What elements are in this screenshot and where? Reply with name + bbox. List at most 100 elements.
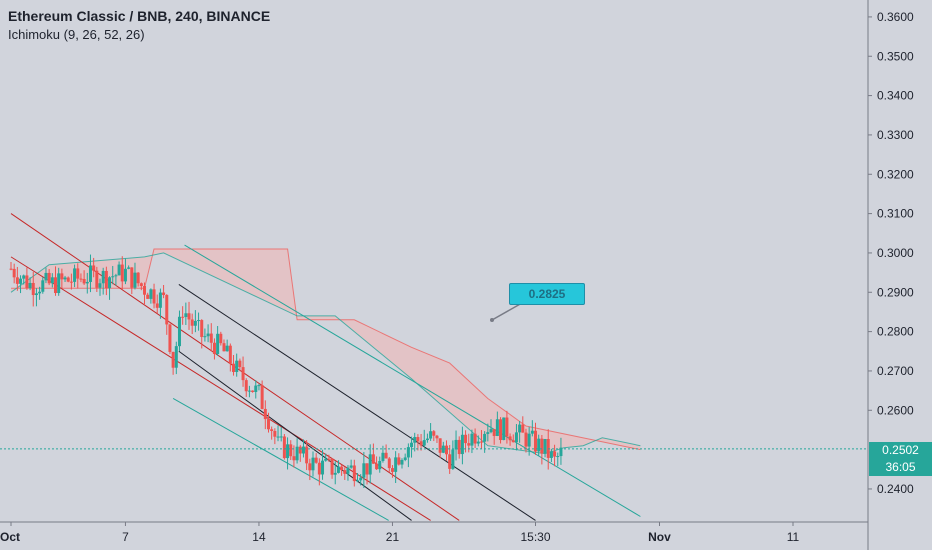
candle[interactable] bbox=[349, 465, 353, 468]
candle[interactable] bbox=[101, 270, 105, 284]
candle[interactable] bbox=[139, 283, 143, 286]
candle[interactable] bbox=[406, 447, 410, 458]
candle[interactable] bbox=[244, 380, 248, 392]
candle[interactable] bbox=[31, 282, 35, 296]
channel-0-upper[interactable] bbox=[10, 213, 460, 521]
candle[interactable] bbox=[429, 431, 433, 439]
candle[interactable] bbox=[540, 438, 544, 454]
candle[interactable] bbox=[502, 417, 506, 441]
candle[interactable] bbox=[82, 279, 86, 284]
candle[interactable] bbox=[190, 319, 194, 326]
candle[interactable] bbox=[298, 446, 302, 454]
candle[interactable] bbox=[212, 342, 216, 354]
candle[interactable] bbox=[108, 277, 112, 289]
candle[interactable] bbox=[333, 472, 337, 475]
candle[interactable] bbox=[422, 440, 426, 446]
candle[interactable] bbox=[241, 367, 245, 381]
channel-1-lower[interactable] bbox=[178, 350, 412, 521]
candle[interactable] bbox=[308, 463, 312, 471]
candle[interactable] bbox=[50, 277, 54, 284]
candle[interactable] bbox=[266, 419, 270, 430]
candle[interactable] bbox=[88, 265, 92, 282]
candle[interactable] bbox=[9, 268, 13, 270]
candle[interactable] bbox=[505, 417, 509, 437]
candle[interactable] bbox=[149, 289, 153, 299]
candle[interactable] bbox=[276, 436, 280, 438]
candle[interactable] bbox=[28, 282, 32, 289]
candle[interactable] bbox=[524, 432, 528, 447]
candle[interactable] bbox=[193, 320, 197, 326]
candle[interactable] bbox=[381, 452, 385, 461]
candle[interactable] bbox=[152, 289, 156, 304]
candle[interactable] bbox=[346, 467, 350, 474]
candle[interactable] bbox=[120, 264, 124, 282]
candle[interactable] bbox=[104, 270, 108, 289]
candle[interactable] bbox=[286, 444, 290, 459]
candle[interactable] bbox=[19, 278, 23, 284]
candle[interactable] bbox=[95, 270, 99, 288]
candle[interactable] bbox=[127, 267, 131, 269]
candle[interactable] bbox=[47, 272, 51, 284]
candle[interactable] bbox=[279, 436, 283, 438]
candle[interactable] bbox=[327, 458, 331, 460]
candle[interactable] bbox=[200, 320, 204, 337]
candle[interactable] bbox=[489, 429, 493, 433]
candle[interactable] bbox=[343, 470, 347, 474]
candle[interactable] bbox=[527, 433, 531, 447]
candle[interactable] bbox=[130, 267, 134, 288]
candle[interactable] bbox=[98, 283, 102, 288]
candle[interactable] bbox=[479, 441, 483, 443]
candle[interactable] bbox=[384, 452, 388, 459]
candle[interactable] bbox=[419, 441, 423, 446]
price-callout[interactable]: 0.2825 bbox=[509, 283, 585, 305]
candle[interactable] bbox=[15, 277, 19, 284]
candle[interactable] bbox=[60, 273, 64, 280]
candle[interactable] bbox=[355, 480, 359, 482]
candle[interactable] bbox=[41, 280, 45, 292]
candle[interactable] bbox=[206, 333, 210, 337]
candle[interactable] bbox=[451, 449, 455, 469]
candle[interactable] bbox=[352, 465, 356, 482]
candle[interactable] bbox=[155, 303, 159, 308]
candle[interactable] bbox=[282, 436, 286, 459]
candle[interactable] bbox=[483, 433, 487, 442]
channel-2-upper[interactable] bbox=[184, 244, 641, 517]
candle[interactable] bbox=[111, 276, 115, 278]
candle[interactable] bbox=[57, 273, 61, 294]
candle[interactable] bbox=[467, 443, 471, 446]
candle[interactable] bbox=[273, 430, 277, 437]
candle[interactable] bbox=[425, 438, 429, 441]
candle[interactable] bbox=[340, 466, 344, 471]
candle[interactable] bbox=[476, 441, 480, 444]
candle[interactable] bbox=[181, 316, 185, 318]
candle[interactable] bbox=[69, 281, 73, 283]
candle[interactable] bbox=[508, 436, 512, 441]
candle[interactable] bbox=[432, 431, 436, 436]
candle[interactable] bbox=[203, 336, 207, 338]
candle[interactable] bbox=[123, 268, 127, 282]
candle[interactable] bbox=[556, 456, 560, 458]
candle[interactable] bbox=[228, 345, 232, 364]
candle[interactable] bbox=[136, 272, 140, 284]
candle[interactable] bbox=[177, 316, 181, 347]
candle[interactable] bbox=[34, 293, 38, 296]
candle[interactable] bbox=[168, 324, 172, 352]
candle[interactable] bbox=[394, 457, 398, 472]
candle[interactable] bbox=[174, 346, 178, 368]
candle[interactable] bbox=[305, 446, 309, 464]
candle[interactable] bbox=[359, 477, 363, 481]
candle[interactable] bbox=[257, 385, 261, 387]
channel-1-upper[interactable] bbox=[178, 283, 536, 521]
candle[interactable] bbox=[416, 437, 420, 442]
candle[interactable] bbox=[184, 313, 188, 317]
candle[interactable] bbox=[254, 385, 258, 392]
candle[interactable] bbox=[66, 277, 70, 282]
candle[interactable] bbox=[117, 264, 121, 276]
candle[interactable] bbox=[387, 458, 391, 469]
candle[interactable] bbox=[390, 468, 394, 472]
candle[interactable] bbox=[518, 424, 522, 433]
candle[interactable] bbox=[197, 320, 201, 322]
candle[interactable] bbox=[133, 272, 137, 288]
candle[interactable] bbox=[311, 457, 315, 471]
candle[interactable] bbox=[435, 435, 439, 439]
